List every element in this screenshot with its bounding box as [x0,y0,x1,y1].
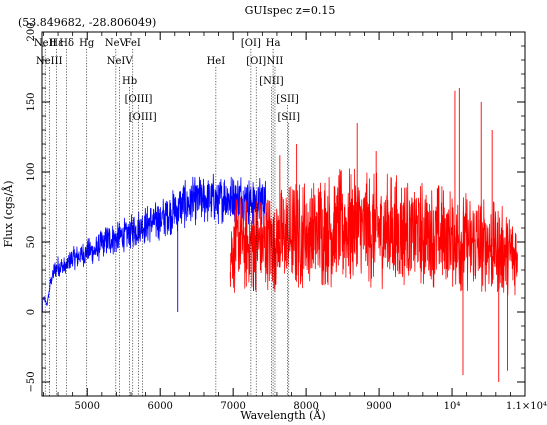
x-tick-label-6: 1.1×10⁴ [506,401,547,412]
emission-line-label-14: Ha [266,38,281,49]
x-tick-label-3: 8000 [293,401,318,412]
emission-line-label-15: [NII] [259,76,284,87]
emission-line-label-5: NeV [105,38,128,49]
chart-title: GUIspec z=0.15 [245,4,336,17]
axis-ticks: 5000 6000 7000 8000 9000 10⁴ 1.1×10⁴ −50 0 50 100 1… [26,22,547,412]
y-tick-label-0: −50 [26,371,37,392]
y-tick-label-1: 0 [26,309,37,315]
emission-line-label-17: [SII] [276,94,299,105]
emission-line-label-8: FeI [125,38,141,49]
x-tick-label-5: 10⁴ [444,401,461,412]
emission-line-label-10: [OIII] [129,112,157,123]
x-tick-label-0: 5000 [75,401,100,412]
emission-line-label-3: Hδ [59,38,74,49]
emission-line-label-9: [OIII] [125,94,153,105]
x-tick-label-2: 7000 [220,401,245,412]
emission-line-label-13: [OI] [246,56,266,67]
series-line-0 [43,173,267,306]
series-line-1 [229,168,518,296]
emission-line-label-12: [OI] [241,38,261,49]
x-axis-label: Wavelength (Å) [240,408,325,422]
emission-line-label-18: [SII] [277,112,300,123]
y-tick-label-4: 150 [26,92,37,111]
y-tick-label-3: 100 [26,162,37,181]
emission-line-label-1: NeIII [36,56,63,67]
emission-line-label-0: NeII [34,38,57,49]
emission-line-label-16: NII [267,56,284,67]
chart-subtitle: (53.849682, -28.806049) [18,16,156,29]
emission-line-label-7: Hb [122,76,137,87]
x-tick-label-1: 6000 [147,401,172,412]
x-tick-label-4: 9000 [366,401,391,412]
y-tick-label-2: 50 [26,236,37,249]
spectrum-series [41,88,518,382]
emission-line-label-6: NeIV [107,56,134,67]
y-tick-label-5: 200 [26,22,37,41]
emission-line-label-2: Hε [49,38,63,49]
y-axis-label: Flux (cgs/Å) [1,180,15,247]
emission-line-label-11: HeI [207,56,226,67]
emission-line-label-4: Hg [79,38,95,49]
